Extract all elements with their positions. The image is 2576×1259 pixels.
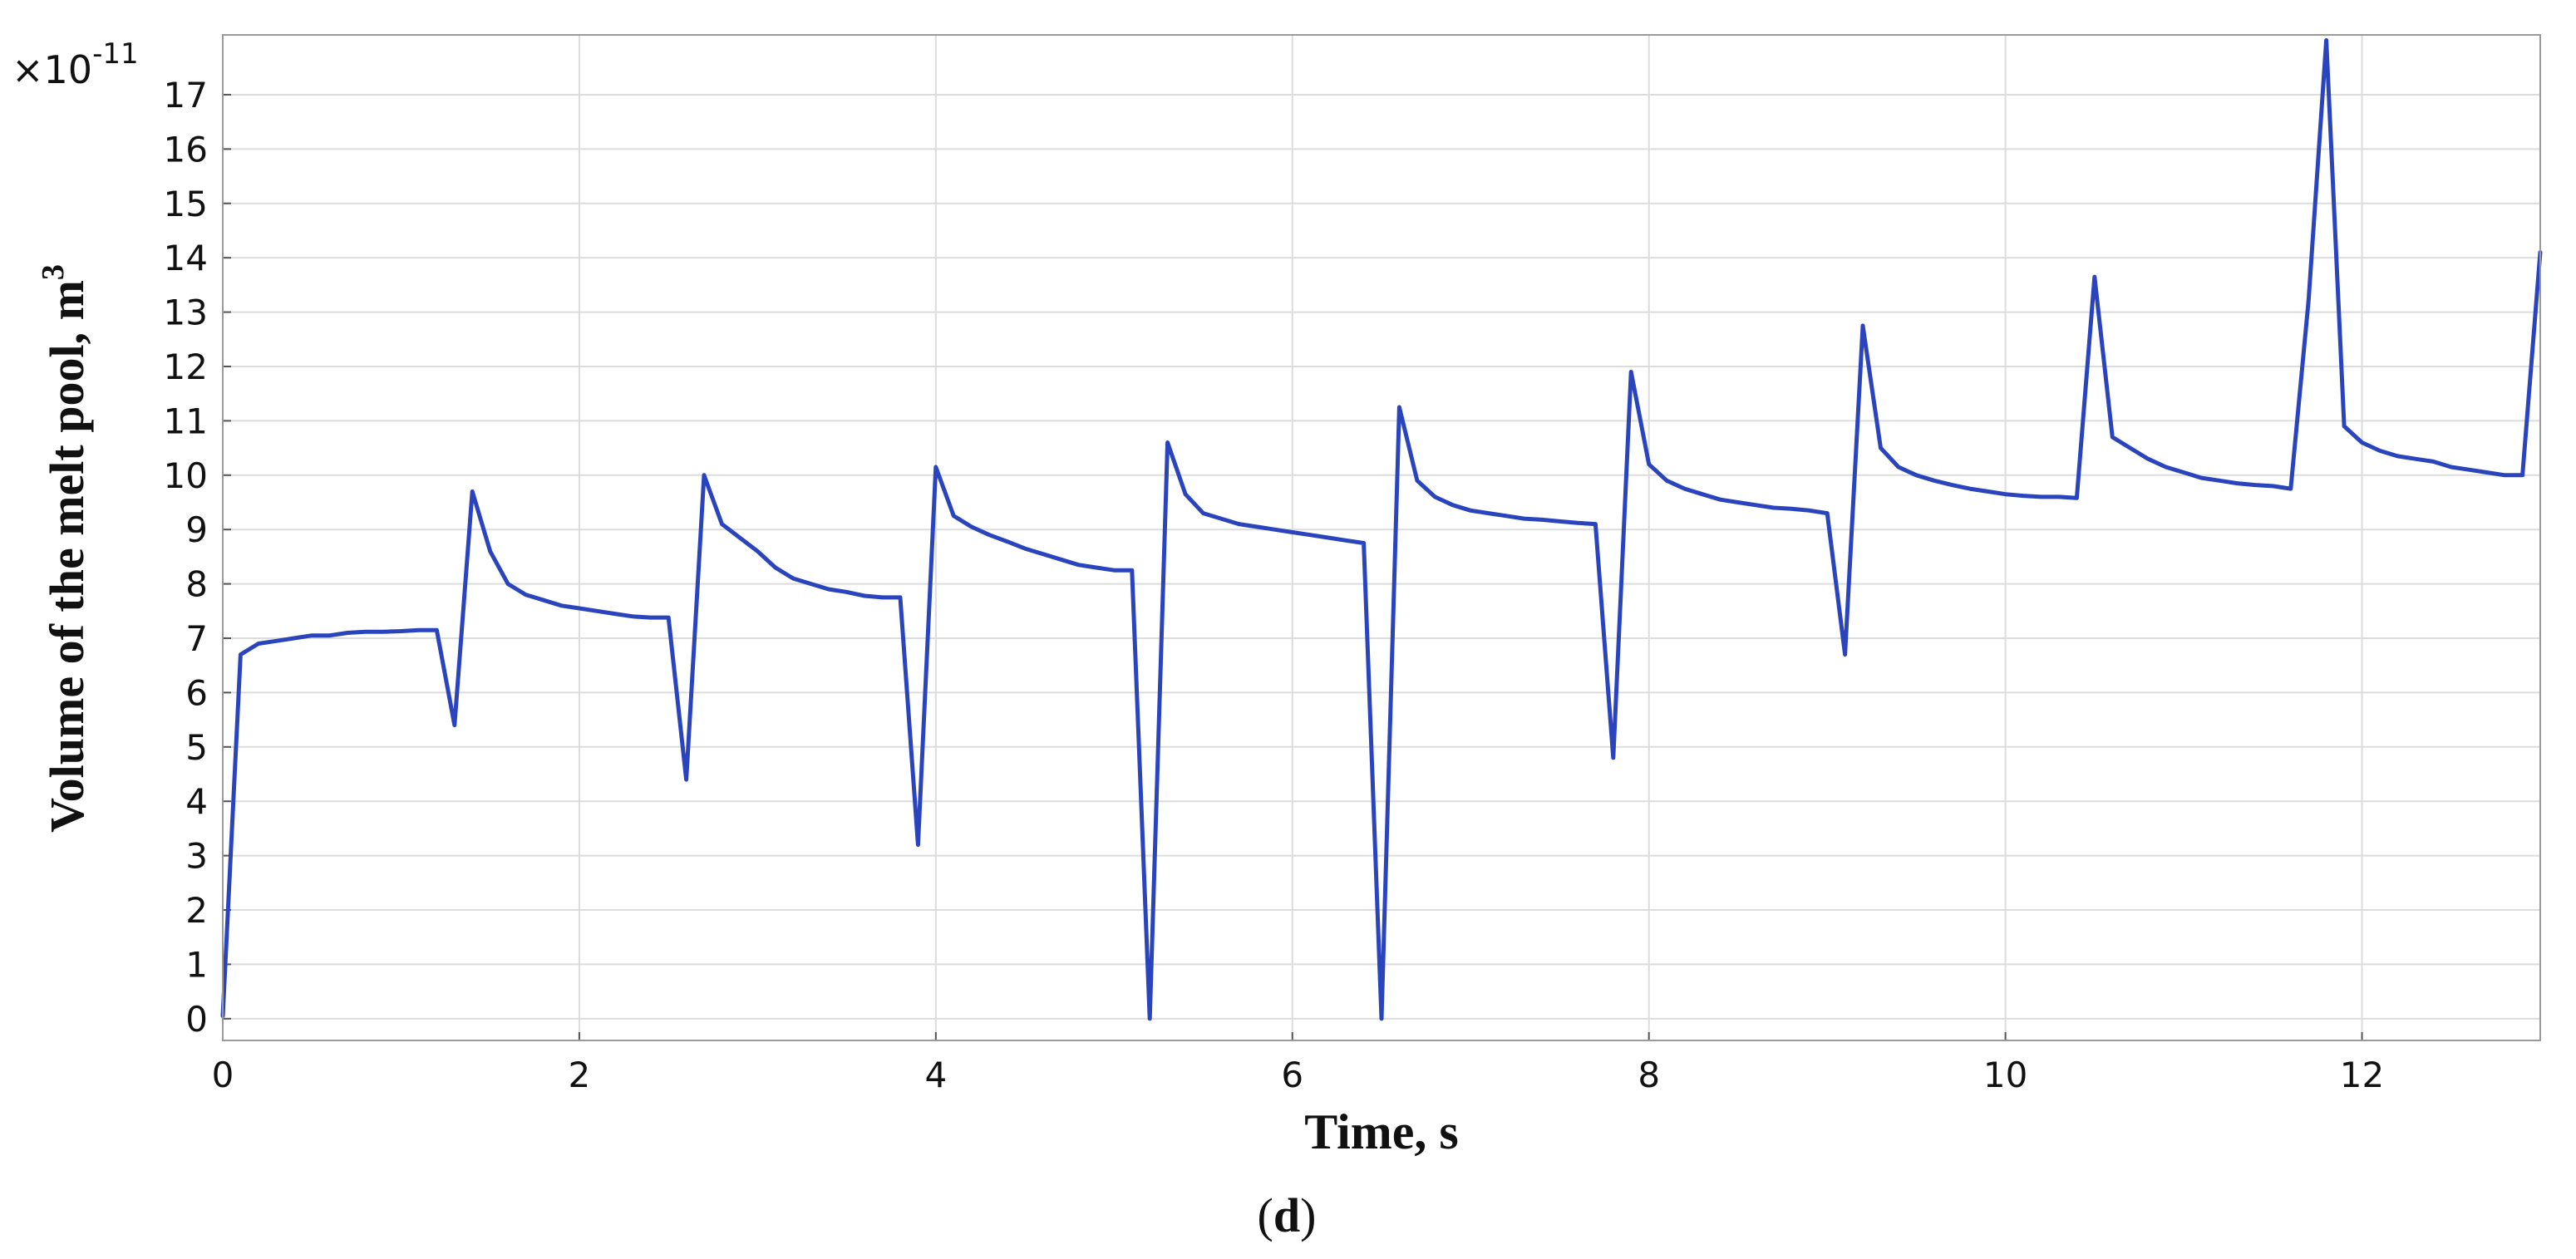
y-tick-label: 7: [185, 618, 208, 659]
y-tick-label: 8: [185, 564, 208, 605]
x-tick-label: 12: [2340, 1055, 2384, 1095]
y-axis-title: Volume of the melt pool, m3: [36, 264, 94, 833]
y-tick-label: 17: [164, 75, 208, 116]
y-tick-label: 9: [185, 509, 208, 550]
x-tick-label: 10: [1983, 1055, 2027, 1095]
y-tick-label: 2: [185, 890, 208, 931]
y-tick-label: 0: [185, 999, 208, 1040]
y-tick-label: 15: [164, 184, 208, 224]
gridlines: [222, 35, 2540, 1040]
y-tick-label: 16: [164, 129, 208, 170]
y-tick-label: 10: [164, 455, 208, 496]
y-tick-label: 1: [185, 944, 208, 985]
plot-frame: [222, 34, 2541, 1041]
series-line-0: [220, 38, 2543, 1021]
y-tick-label: 3: [185, 836, 208, 877]
y-tick-label: 12: [164, 347, 208, 387]
y-tick-label: 4: [185, 781, 208, 822]
y-tick-label: 13: [164, 293, 208, 333]
x-tick-label: 4: [924, 1055, 947, 1095]
y-tick-label: 14: [164, 238, 208, 278]
plot-area: [223, 35, 2540, 1040]
x-tick-label: 0: [212, 1055, 234, 1095]
y-tick-label: 5: [185, 727, 208, 768]
x-tick-label: 8: [1638, 1055, 1660, 1095]
x-axis-title: Time, s: [1304, 1104, 1459, 1159]
figure-caption: (d): [1258, 1188, 1317, 1242]
y-multiplier-label: ×10-11: [12, 37, 139, 92]
y-tick-label: 11: [164, 401, 208, 441]
y-tick-label: 6: [185, 672, 208, 713]
x-tick-label: 6: [1281, 1055, 1303, 1095]
x-axis-ticks: 0 2 4 6 8 10 12: [212, 1032, 2384, 1095]
x-tick-label: 2: [569, 1055, 591, 1095]
series-layer: [220, 38, 2543, 1021]
